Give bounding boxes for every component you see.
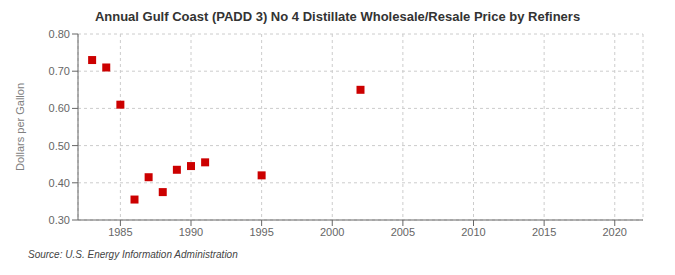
- svg-text:0.50: 0.50: [49, 140, 70, 152]
- svg-text:2015: 2015: [532, 226, 556, 238]
- html-text:Source: U.S. Energy Informatio: Source: U.S. Energy Information Administ…: [28, 249, 238, 260]
- svg-text:2000: 2000: [320, 226, 344, 238]
- html-text:Annual Gulf Coast (PADD 3) No: Annual Gulf Coast (PADD 3) No 4 Distilla…: [94, 9, 581, 24]
- svg-text:1985: 1985: [108, 226, 132, 238]
- svg-text:0.40: 0.40: [49, 177, 70, 189]
- svg-text:0.30: 0.30: [49, 214, 70, 226]
- svg-text:0.70: 0.70: [49, 65, 70, 77]
- svg-text:1990: 1990: [179, 226, 203, 238]
- svg-text:Dollars per Gallon: Dollars per Gallon: [14, 83, 26, 171]
- svg-text:2005: 2005: [391, 226, 415, 238]
- svg-text:1995: 1995: [249, 226, 273, 238]
- svg-text:2020: 2020: [603, 226, 627, 238]
- svg-text:2010: 2010: [461, 226, 485, 238]
- svg-text:0.60: 0.60: [49, 102, 70, 114]
- svg-text:0.80: 0.80: [49, 28, 70, 40]
